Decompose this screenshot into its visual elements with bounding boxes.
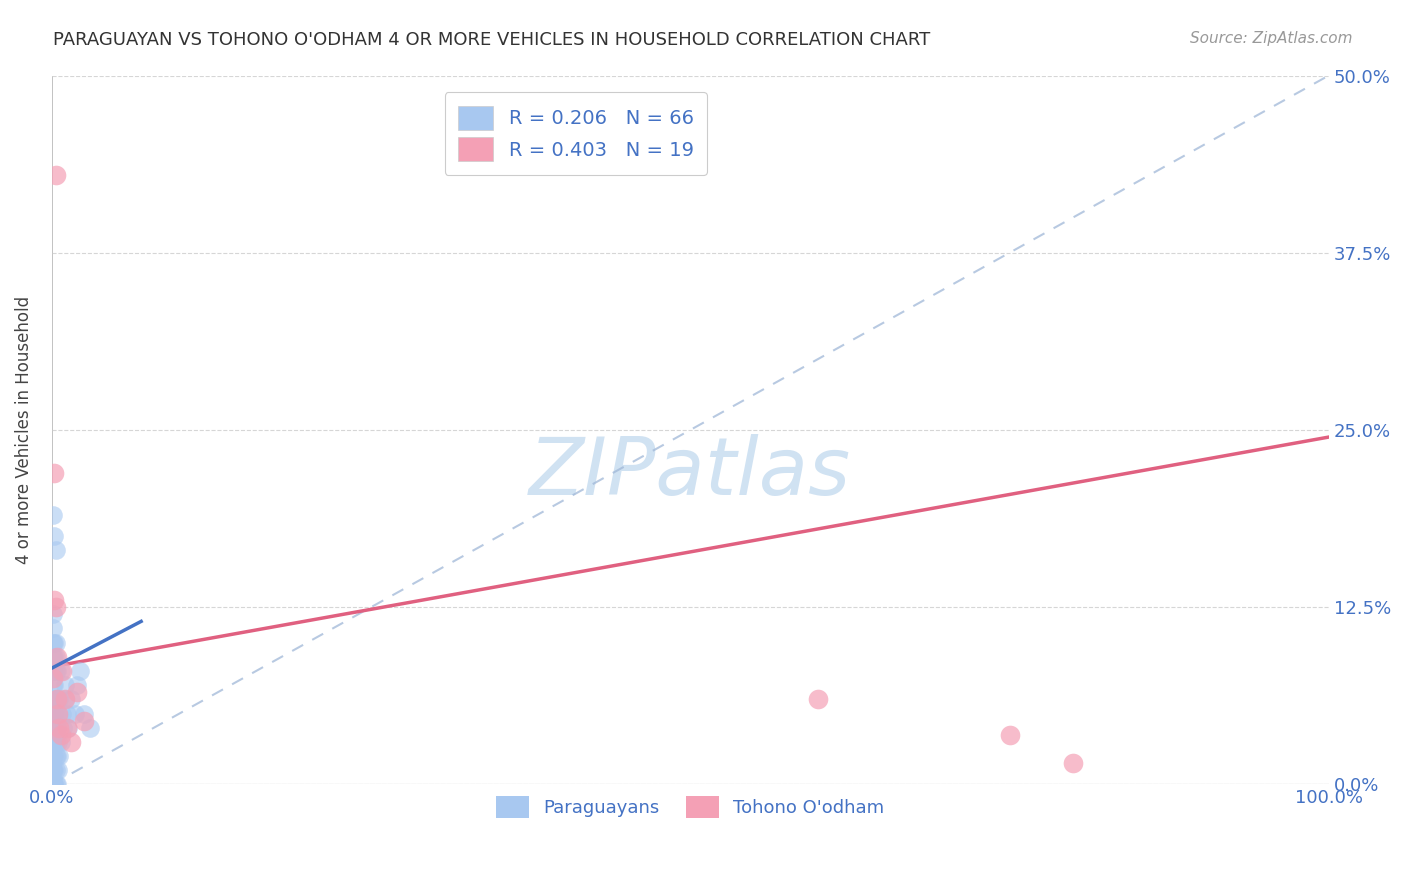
Point xyxy=(45,749,67,764)
Point xyxy=(48,721,70,735)
Text: PARAGUAYAN VS TOHONO O'ODHAM 4 OR MORE VEHICLES IN HOUSEHOLD CORRELATION CHART: PARAGUAYAN VS TOHONO O'ODHAM 4 OR MORE V… xyxy=(53,31,931,49)
Point xyxy=(49,735,72,749)
Point xyxy=(46,735,69,749)
Point xyxy=(49,664,72,678)
Point xyxy=(53,692,76,706)
Point xyxy=(998,728,1021,742)
Point xyxy=(44,692,66,706)
Point xyxy=(45,777,67,791)
Text: Source: ZipAtlas.com: Source: ZipAtlas.com xyxy=(1189,31,1353,46)
Point xyxy=(56,721,79,735)
Point xyxy=(45,721,67,735)
Point xyxy=(42,508,65,522)
Point xyxy=(42,721,65,735)
Point xyxy=(45,664,67,678)
Point xyxy=(42,706,65,721)
Point xyxy=(807,692,830,706)
Point xyxy=(42,764,65,778)
Point xyxy=(42,622,65,636)
Point xyxy=(52,721,75,735)
Point xyxy=(44,749,66,764)
Point xyxy=(44,735,66,749)
Point xyxy=(42,671,65,685)
Point xyxy=(45,735,67,749)
Point xyxy=(45,692,67,706)
Point xyxy=(46,764,69,778)
Point xyxy=(66,678,89,692)
Point xyxy=(53,678,76,692)
Point xyxy=(73,714,96,728)
Point xyxy=(44,678,66,692)
Point xyxy=(59,735,82,749)
Point xyxy=(44,529,66,543)
Point xyxy=(44,706,66,721)
Text: ZIPatlas: ZIPatlas xyxy=(529,434,851,511)
Point xyxy=(42,777,65,791)
Point xyxy=(63,706,86,721)
Point xyxy=(79,721,101,735)
Point xyxy=(51,706,73,721)
Y-axis label: 4 or more Vehicles in Household: 4 or more Vehicles in Household xyxy=(15,296,32,564)
Point xyxy=(44,764,66,778)
Point xyxy=(42,777,65,791)
Point xyxy=(46,706,69,721)
Point xyxy=(42,764,65,778)
Point xyxy=(42,607,65,622)
Point xyxy=(48,692,70,706)
Point xyxy=(45,664,67,678)
Point xyxy=(44,593,66,607)
Point xyxy=(42,735,65,749)
Point xyxy=(45,764,67,778)
Point xyxy=(44,635,66,649)
Point xyxy=(66,685,89,699)
Point xyxy=(42,692,65,706)
Point xyxy=(69,664,91,678)
Point xyxy=(42,749,65,764)
Point xyxy=(42,678,65,692)
Point xyxy=(51,664,73,678)
Point xyxy=(45,168,67,182)
Point xyxy=(53,692,76,706)
Point xyxy=(44,777,66,791)
Point xyxy=(46,706,69,721)
Point xyxy=(44,664,66,678)
Point xyxy=(45,635,67,649)
Point xyxy=(42,777,65,791)
Point xyxy=(45,777,67,791)
Point xyxy=(1062,756,1084,771)
Point xyxy=(42,777,65,791)
Point xyxy=(45,749,67,764)
Point xyxy=(42,635,65,649)
Point xyxy=(73,706,96,721)
Point xyxy=(58,721,80,735)
Point xyxy=(44,649,66,664)
Point xyxy=(45,543,67,558)
Point xyxy=(59,692,82,706)
Point xyxy=(48,749,70,764)
Point xyxy=(45,600,67,615)
Legend: Paraguayans, Tohono O'odham: Paraguayans, Tohono O'odham xyxy=(489,789,891,825)
Point xyxy=(44,721,66,735)
Point xyxy=(45,649,67,664)
Point xyxy=(45,706,67,721)
Point xyxy=(42,777,65,791)
Point xyxy=(44,466,66,480)
Point xyxy=(56,706,79,721)
Point xyxy=(45,692,67,706)
Point xyxy=(49,728,72,742)
Point xyxy=(44,777,66,791)
Point xyxy=(45,692,67,706)
Point xyxy=(42,664,65,678)
Point xyxy=(42,649,65,664)
Point xyxy=(45,649,67,664)
